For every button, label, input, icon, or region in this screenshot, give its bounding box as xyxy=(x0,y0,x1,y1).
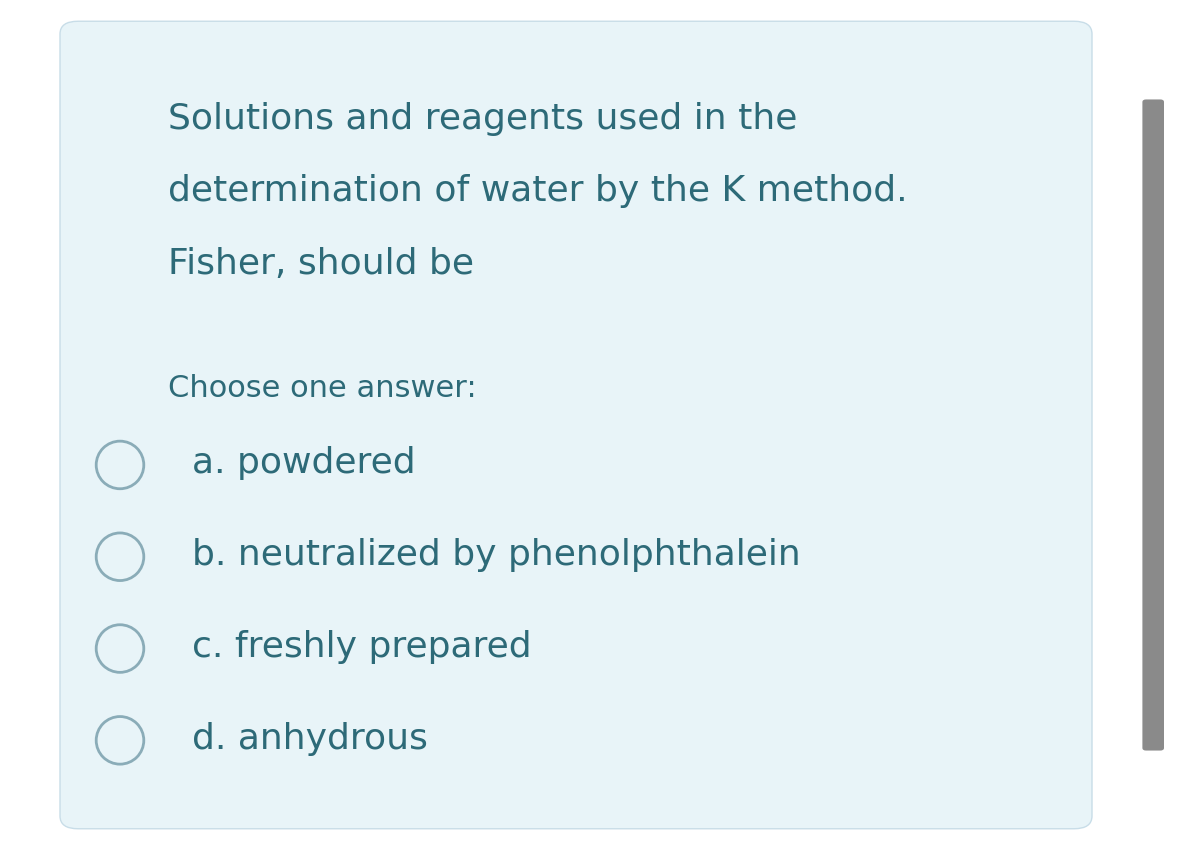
Text: d. anhydrous: d. anhydrous xyxy=(192,722,428,756)
Text: determination of water by the K method.: determination of water by the K method. xyxy=(168,174,907,208)
Text: Fisher, should be: Fisher, should be xyxy=(168,246,474,280)
Text: a. powdered: a. powdered xyxy=(192,446,415,480)
Text: Choose one answer:: Choose one answer: xyxy=(168,374,476,403)
FancyBboxPatch shape xyxy=(60,21,1092,829)
FancyBboxPatch shape xyxy=(1140,0,1200,850)
Text: c. freshly prepared: c. freshly prepared xyxy=(192,630,532,664)
Text: b. neutralized by phenolphthalein: b. neutralized by phenolphthalein xyxy=(192,538,800,572)
Text: Solutions and reagents used in the: Solutions and reagents used in the xyxy=(168,102,797,136)
FancyBboxPatch shape xyxy=(1142,99,1164,751)
